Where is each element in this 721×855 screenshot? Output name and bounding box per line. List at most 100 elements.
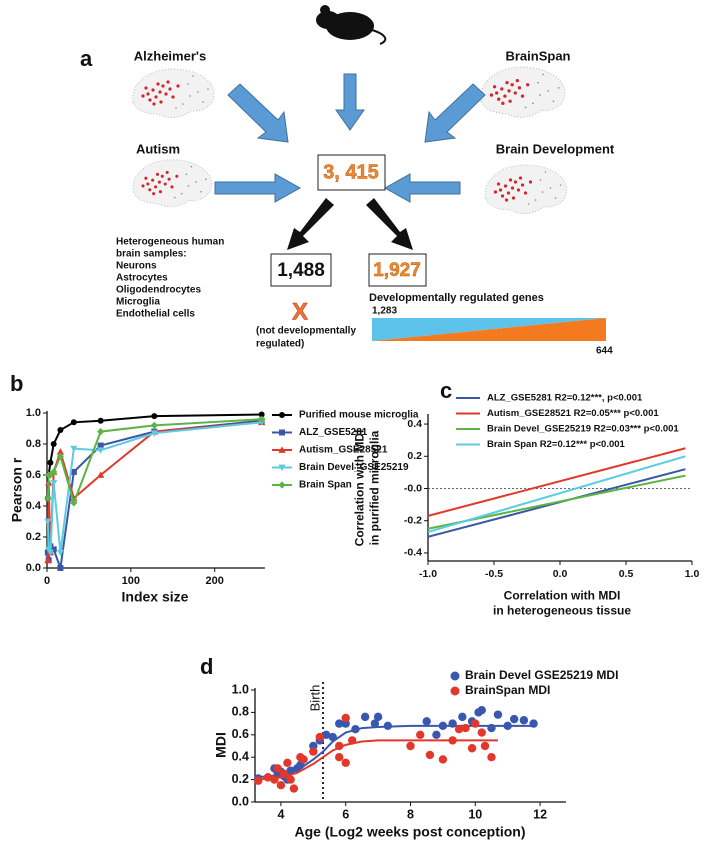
marker — [50, 546, 57, 553]
point — [438, 755, 448, 764]
brain-image — [484, 164, 568, 215]
marker — [70, 445, 78, 453]
point — [477, 728, 486, 737]
total-count: 3, 415 — [323, 161, 379, 183]
point — [467, 744, 477, 753]
point — [341, 713, 350, 723]
y-tick-label: 1.0 — [232, 682, 249, 696]
note-text: (not developmentally — [256, 326, 356, 337]
marker — [56, 549, 65, 557]
split-label: 1,283 — [372, 306, 397, 317]
marker — [44, 518, 52, 526]
point — [309, 747, 318, 756]
marker — [278, 464, 286, 472]
x-tick-label: 8 — [407, 807, 414, 821]
marker — [278, 481, 286, 489]
y-tick-label: 0.2 — [26, 531, 41, 543]
x-tick-label: -1.0 — [419, 568, 437, 580]
y-tick-label: 0.4 — [26, 500, 42, 512]
y-tick-label: -0.4 — [404, 547, 422, 559]
marker — [258, 411, 265, 418]
marker — [50, 441, 57, 447]
y-axis-title: MDI — [213, 732, 229, 758]
y-tick-label: 0.0 — [232, 794, 249, 808]
marker — [150, 421, 158, 429]
legend-label: Purified mouse microglia — [299, 410, 419, 421]
x-tick-label: 10 — [468, 807, 482, 821]
point — [315, 732, 324, 742]
marker — [279, 412, 285, 418]
y-axis-title: Pearson r — [9, 457, 25, 522]
y-tick-label: 0.8 — [26, 438, 41, 450]
sample-text: Heterogeneous human — [116, 237, 224, 248]
source-label: Brain Development — [496, 141, 615, 156]
point — [373, 712, 383, 722]
legend-label: Brain Devel_GSE25219 R2=0.03*** p<0.001 — [487, 424, 679, 435]
brain-image — [132, 68, 215, 119]
y-tick-label: 0.2 — [407, 450, 422, 462]
marker — [44, 556, 52, 564]
total-box — [317, 154, 386, 191]
legend-marker — [450, 671, 460, 681]
point — [276, 781, 286, 790]
y-tick-label: 1.0 — [26, 407, 41, 419]
point — [283, 758, 292, 767]
blue-arrows — [214, 73, 486, 203]
marker — [56, 448, 65, 455]
y-tick-label: -0.2 — [404, 515, 422, 527]
x-tick-label: -0.5 — [485, 568, 503, 580]
point — [341, 758, 350, 767]
y-tick-label: 0.4 — [232, 749, 249, 763]
count-box — [368, 253, 427, 287]
legend-label: Brain Span R2=0.12*** p<0.001 — [487, 439, 626, 450]
x-tick-label: 200 — [206, 575, 224, 587]
y-tick-label: 0.6 — [232, 727, 249, 741]
regulated-count: 1,927 — [373, 260, 421, 281]
y-tick-label: 0.6 — [26, 469, 41, 481]
series-line — [427, 455, 686, 533]
series-line — [427, 447, 686, 517]
panel-label: b — [10, 371, 23, 396]
point — [493, 710, 503, 719]
marker — [46, 549, 54, 557]
x-axis-title: Age (Log2 weeks post conception) — [294, 824, 525, 840]
y-tick-label: 0.0 — [26, 562, 41, 574]
legend-label: Brain Devel_GSE25219 — [299, 462, 409, 473]
marker — [150, 430, 158, 437]
point — [286, 775, 295, 784]
point — [509, 714, 519, 724]
mouse-icon — [316, 5, 387, 45]
fit-curve — [254, 739, 498, 781]
point — [273, 764, 282, 773]
sample-list: Heterogeneous human brain samples: Neuro… — [116, 237, 224, 320]
sample-text: brain samples: — [116, 249, 187, 260]
point — [416, 730, 425, 739]
legend-label: ALZ_GSE5281 R2=0.12***, p<0.001 — [487, 393, 643, 404]
marker — [56, 452, 65, 460]
x-tick-label: 1.0 — [685, 568, 700, 580]
source-label: Alzheimer's — [134, 48, 206, 63]
sample-text: Astrocytes — [116, 273, 168, 284]
point — [299, 755, 308, 764]
y-axis-title: in purified microglia — [368, 430, 382, 545]
marker — [97, 428, 105, 436]
marker — [278, 446, 286, 453]
down-wedge — [372, 318, 606, 341]
sample-text: Microglia — [116, 297, 160, 308]
x-tick-label: 4 — [277, 807, 284, 821]
marker — [47, 459, 54, 466]
point — [370, 719, 380, 728]
marker — [97, 442, 104, 449]
point — [422, 717, 431, 726]
panel-label: a — [80, 46, 93, 71]
point — [458, 712, 467, 722]
legend-label: BrainSpan MDI — [465, 683, 550, 697]
point — [322, 730, 331, 739]
brain-image — [132, 159, 213, 208]
point — [461, 723, 470, 733]
marker — [70, 419, 77, 426]
point — [270, 775, 279, 784]
marker — [97, 471, 105, 478]
point — [335, 753, 344, 762]
